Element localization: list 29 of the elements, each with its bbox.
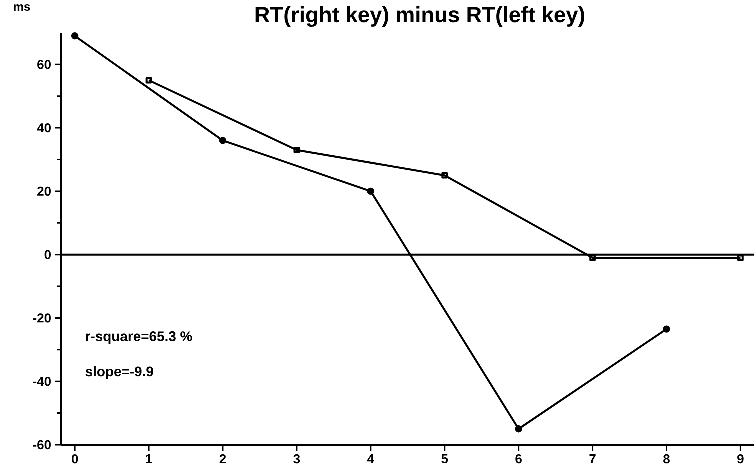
x-tick-label: 9 [738,454,744,464]
y-tick-label: 40 [37,123,51,133]
point [294,147,300,154]
point [515,426,522,433]
x-tick-label: 8 [664,454,670,464]
point [367,188,374,196]
y-tick-label: 20 [38,186,51,196]
point [71,32,79,40]
x-tick-label: 0 [72,454,78,464]
x-tick-label: 6 [516,454,522,464]
chart-title: RT(right key) minus RT(left key) [256,6,585,28]
x-tick-label: 3 [294,454,300,464]
point [442,172,448,179]
y-tick-label: 0 [44,250,51,260]
y-axis-title: ms [14,4,30,12]
x-tick-label: 5 [442,454,448,464]
y-tick-label: -60 [33,440,51,450]
y-tick-label: -20 [33,314,51,323]
point [663,326,670,333]
x-tick-label: 7 [590,454,596,464]
y-tick-label: 60 [38,60,51,70]
point [219,137,227,144]
annotation: slope=-9.9 [86,366,154,380]
x-tick-label: 2 [220,454,226,464]
y-tick-label: -40 [33,377,51,386]
point [590,254,596,262]
annotation: r-square=65.3 % [86,332,192,344]
x-tick-label: 1 [146,454,152,464]
x-tick-label: 4 [368,454,374,464]
